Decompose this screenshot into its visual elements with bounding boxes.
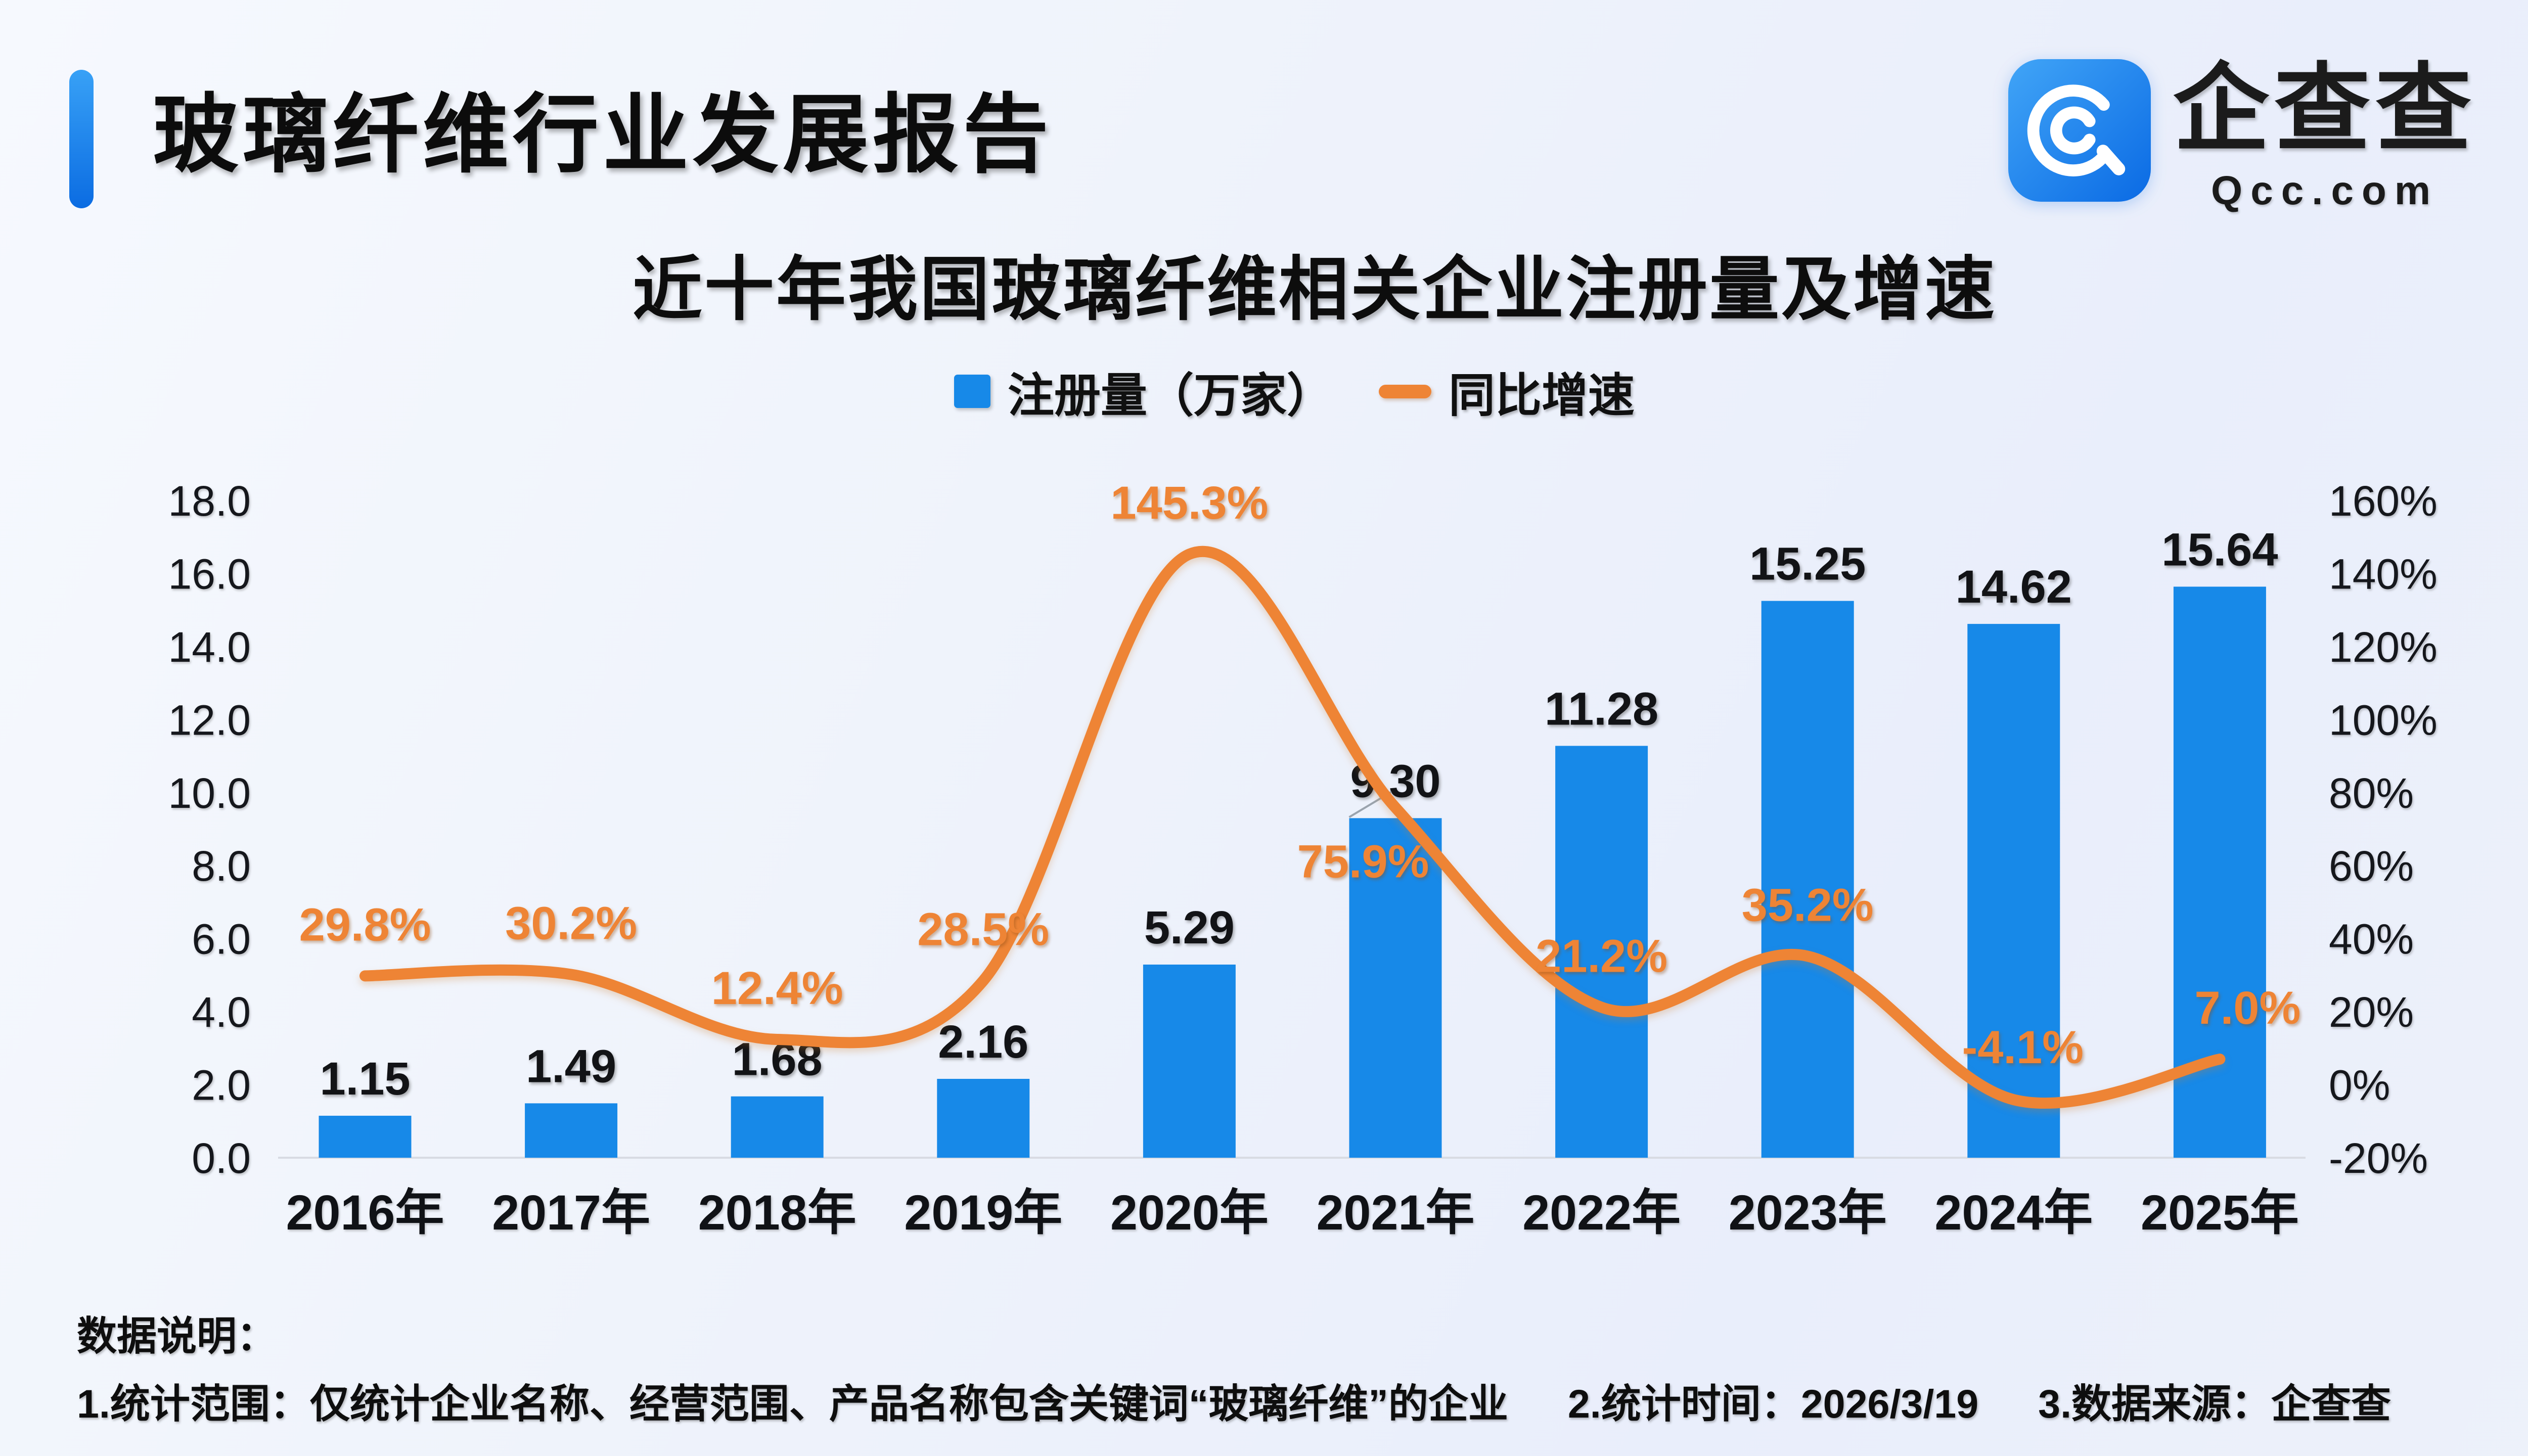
bar-2017年	[525, 1103, 618, 1158]
bar-2018年	[731, 1096, 824, 1158]
growth-label-2025年: 7.0%	[2195, 982, 2301, 1034]
y-tick-right: 120%	[2329, 623, 2437, 671]
note-source: 3.数据来源：企查查	[2038, 1381, 2391, 1426]
note-scope: 1.统计范围：仅统计企业名称、经营范围、产品名称包含关键词“玻璃纤维”的企业	[77, 1381, 1508, 1426]
x-tick-2020年: 2020年	[1110, 1185, 1269, 1240]
bar-label-2022年: 11.28	[1545, 683, 1658, 735]
growth-label-2018年: 12.4%	[711, 963, 843, 1014]
x-tick-2025年: 2025年	[2141, 1185, 2299, 1240]
y-tick-right: 160%	[2329, 477, 2437, 525]
legend-line-label: 同比增速	[1449, 370, 1635, 422]
page-title: 玻璃纤维行业发展报告	[153, 87, 1053, 183]
y-tick-left: 8.0	[192, 842, 251, 890]
bar-label-2016年: 1.15	[320, 1053, 410, 1105]
growth-label-2024年: -4.1%	[1962, 1022, 2084, 1073]
bar-2019年	[937, 1079, 1030, 1158]
bar-2023年	[1761, 601, 1854, 1158]
x-tick-2021年: 2021年	[1317, 1185, 1475, 1240]
legend-bar-swatch	[954, 375, 990, 408]
growth-label-2016年: 29.8%	[299, 899, 431, 950]
y-tick-left: 16.0	[168, 550, 251, 598]
growth-label-2019年: 28.5%	[917, 904, 1049, 956]
growth-rate-line	[359, 545, 2226, 1109]
qcc-logo-domain: Qcc.com	[2211, 168, 2439, 213]
legend-bar-label: 注册量（万家）	[1007, 370, 1333, 422]
qcc-logo-text: 企查查 Qcc.com	[2173, 56, 2477, 214]
y-tick-right: 100%	[2329, 696, 2437, 744]
x-tick-2024年: 2024年	[1934, 1185, 2093, 1240]
y-tick-left: 2.0	[192, 1062, 251, 1109]
bar-2020年	[1143, 964, 1236, 1158]
bar-2016年	[319, 1115, 412, 1158]
legend-line-swatch	[1379, 384, 1431, 398]
bar-2021年	[1349, 818, 1442, 1158]
y-tick-left: 14.0	[168, 623, 251, 671]
notes-line: 1.统计范围：仅统计企业名称、经营范围、产品名称包含关键词“玻璃纤维”的企业 2…	[77, 1371, 2440, 1429]
y-tick-left: 18.0	[168, 477, 251, 525]
y-tick-left: 6.0	[192, 916, 251, 963]
y-tick-left: 12.0	[168, 696, 251, 744]
chart-legend: 注册量（万家） 同比增速	[0, 361, 2528, 422]
x-tick-2022年: 2022年	[1522, 1185, 1681, 1240]
y-tick-right: 20%	[2329, 988, 2414, 1036]
growth-label-2020年: 145.3%	[1110, 477, 1268, 529]
y-tick-left: 0.0	[192, 1134, 251, 1182]
y-tick-left: 4.0	[192, 988, 251, 1036]
note-date: 2.统计时间：2026/3/19	[1567, 1381, 1979, 1426]
bar-2022年	[1555, 746, 1648, 1158]
x-tick-2017年: 2017年	[492, 1185, 650, 1240]
bar-label-2024年: 14.62	[1956, 561, 2072, 613]
y-tick-right: 60%	[2329, 842, 2414, 890]
y-tick-right: 0%	[2329, 1062, 2390, 1109]
bar-label-2025年: 15.64	[2161, 524, 2278, 575]
growth-label-2021年: 75.9%	[1297, 836, 1429, 887]
notes-heading: 数据说明：	[77, 1313, 277, 1358]
x-tick-2018年: 2018年	[698, 1185, 856, 1240]
chart-title: 近十年我国玻璃纤维相关企业注册量及增速	[632, 251, 1997, 329]
qcc-logo-icon	[2008, 59, 2151, 202]
growth-label-2022年: 21.2%	[1536, 930, 1667, 982]
y-tick-left: 10.0	[168, 769, 251, 817]
qcc-logo-name: 企查查	[2173, 56, 2477, 163]
title-accent-bar	[69, 70, 94, 208]
y-tick-right: 140%	[2329, 550, 2437, 598]
qcc-logo: 企查查 Qcc.com	[2008, 56, 2477, 214]
bar-label-2019年: 2.16	[938, 1016, 1028, 1068]
growth-label-2017年: 30.2%	[505, 897, 637, 949]
x-tick-2016年: 2016年	[286, 1185, 444, 1240]
y-tick-right: 80%	[2329, 769, 2414, 817]
bar-label-2020年: 5.29	[1144, 902, 1235, 953]
growth-label-2023年: 35.2%	[1742, 879, 1874, 931]
y-tick-right: -20%	[2329, 1134, 2428, 1182]
x-tick-2023年: 2023年	[1729, 1185, 1887, 1240]
bar-label-2017年: 1.49	[526, 1040, 616, 1092]
bar-2024年	[1967, 624, 2060, 1158]
x-tick-2019年: 2019年	[904, 1185, 1062, 1240]
bar-label-2023年: 15.25	[1749, 538, 1866, 590]
y-tick-right: 40%	[2329, 916, 2414, 963]
